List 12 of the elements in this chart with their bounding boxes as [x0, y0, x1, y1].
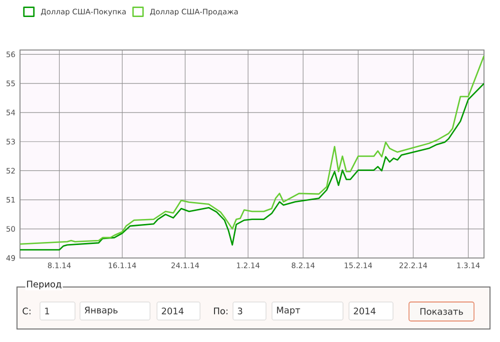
text: 2014 [354, 308, 376, 314]
line-series [20, 82, 484, 251]
text: По: [214, 308, 228, 314]
text: 2014 [162, 308, 184, 314]
text: 1 [45, 308, 50, 314]
text: Показать [420, 308, 463, 315]
line-series [20, 55, 484, 245]
text: Период [27, 280, 62, 290]
text: 3 [238, 308, 242, 314]
text: Март [277, 306, 300, 316]
text: С: [22, 308, 30, 314]
text: Январь [84, 306, 118, 316]
